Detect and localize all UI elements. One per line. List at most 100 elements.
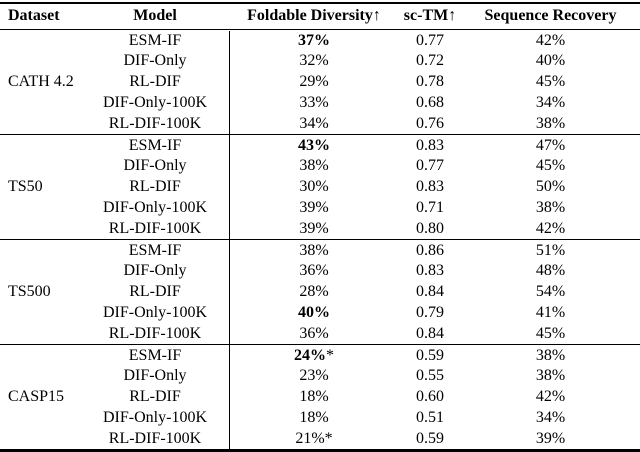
sc-tm-cell: 0.76: [416, 114, 444, 132]
sc-tm-cell: 0.83: [416, 262, 444, 280]
foldable-diversity-cell: 40%: [229, 303, 399, 324]
sc-tm-cell: 0.51: [416, 409, 444, 427]
fd-value: 37%: [298, 31, 330, 49]
model-cell: RL-DIF: [129, 283, 181, 301]
group-separator-rule: [0, 344, 640, 346]
sc-tm-cell: 0.60: [416, 388, 444, 406]
foldable-diversity-cell: 18%: [299, 388, 329, 406]
sc-tm-cell: 0.86: [416, 241, 444, 259]
model-cell: DIF-Only-100K: [103, 94, 207, 112]
foldable-diversity-cell: 38%: [299, 157, 329, 175]
sequence-recovery-cell: 54%: [535, 283, 566, 301]
sequence-recovery-cell: 39%: [535, 429, 566, 447]
sc-tm-cell: 0.55: [416, 367, 444, 385]
model-cell: RL-DIF: [129, 73, 181, 91]
foldable-diversity-cell: 23%: [299, 367, 329, 385]
sc-tm-cell: 0.79: [416, 304, 444, 322]
sequence-recovery-cell: 45%: [535, 324, 566, 342]
model-cell: ESM-IF: [128, 136, 182, 154]
model-cell: ESM-IF: [128, 31, 182, 49]
sc-tm-cell: 0.59: [416, 346, 444, 364]
sc-tm-cell: 0.71: [416, 199, 444, 217]
group-separator-rule: [0, 134, 640, 136]
column-header-sc-tm: sc-TM↑: [403, 7, 457, 25]
model-cell: RL-DIF: [129, 178, 181, 196]
sequence-recovery-cell: 50%: [535, 178, 566, 196]
sc-tm-cell: 0.77: [416, 31, 444, 49]
sequence-recovery-cell: 34%: [535, 94, 566, 112]
dataset-label: CATH 4.2: [8, 73, 74, 91]
foldable-diversity-cell: 33%: [299, 94, 329, 112]
sc-tm-cell: 0.72: [416, 52, 444, 70]
foldable-diversity-cell: 37%: [229, 30, 399, 51]
dataset-label: TS50: [8, 178, 43, 196]
foldable-diversity-cell: 21% *: [229, 428, 399, 449]
foldable-diversity-cell: 18%: [299, 409, 329, 427]
model-cell: RL-DIF-100K: [108, 324, 202, 342]
sc-tm-cell: 0.80: [416, 219, 444, 237]
model-cell: DIF-Only-100K: [103, 304, 207, 322]
sequence-recovery-cell: 38%: [535, 367, 566, 385]
fd-value: 21%: [295, 429, 325, 447]
sequence-recovery-cell: 51%: [535, 241, 566, 259]
fd-value: 40%: [298, 304, 330, 322]
foldable-diversity-cell: 32%: [299, 52, 329, 70]
model-cell: DIF-Only: [123, 157, 187, 175]
sequence-recovery-cell: 38%: [535, 114, 566, 132]
group-separator-rule: [0, 239, 640, 241]
fd-value: 43%: [298, 136, 330, 154]
column-header-dataset: Dataset: [8, 7, 60, 25]
model-metrics-divider-rule: [228, 30, 230, 450]
model-cell: DIF-Only-100K: [103, 409, 207, 427]
header-rule: [0, 28, 640, 31]
model-cell: DIF-Only-100K: [103, 199, 207, 217]
sequence-recovery-cell: 38%: [535, 346, 566, 364]
fd-asterisk: *: [324, 429, 333, 447]
foldable-diversity-cell: 36%: [299, 262, 329, 280]
foldable-diversity-cell: 39%: [299, 199, 329, 217]
sc-tm-cell: 0.77: [416, 157, 444, 175]
column-header-model: Model: [133, 7, 177, 25]
foldable-diversity-cell: 28%: [299, 283, 329, 301]
sc-tm-cell: 0.83: [416, 136, 444, 154]
column-header-foldable-diversity: Foldable Diversity↑: [247, 7, 381, 25]
model-cell: RL-DIF: [129, 388, 181, 406]
table-group-ts50: TS50 ESM-IF 43% 0.83 47% DIF-Only 38% 0.…: [0, 135, 640, 239]
model-cell: DIF-Only: [123, 262, 187, 280]
model-cell: DIF-Only: [123, 367, 187, 385]
foldable-diversity-cell: 24% *: [229, 345, 399, 366]
foldable-diversity-cell: 39%: [299, 219, 329, 237]
table-group-cath42: CATH 4.2 ESM-IF 37% 0.77 42% DIF-Only 32…: [0, 30, 640, 134]
dataset-label: CASP15: [8, 388, 65, 406]
sc-tm-cell: 0.59: [416, 429, 444, 447]
sequence-recovery-cell: 48%: [535, 262, 566, 280]
model-cell: ESM-IF: [128, 241, 182, 259]
table-group-casp15: CASP15 ESM-IF 24% * 0.59 38% DIF-Only 23%…: [0, 345, 640, 449]
sc-tm-cell: 0.83: [416, 178, 444, 196]
foldable-diversity-cell: 29%: [299, 73, 329, 91]
table-top-rule: [0, 2, 640, 5]
table-group-ts500: TS500 ESM-IF 38% 0.86 51% DIF-Only 36% 0…: [0, 240, 640, 344]
sequence-recovery-cell: 42%: [535, 31, 566, 49]
foldable-diversity-cell: 38%: [299, 241, 329, 259]
sc-tm-cell: 0.84: [416, 283, 444, 301]
model-cell: RL-DIF-100K: [108, 114, 202, 132]
foldable-diversity-cell: 36%: [299, 324, 329, 342]
fd-value: 24%: [294, 346, 326, 364]
foldable-diversity-cell: 43%: [229, 135, 399, 156]
sequence-recovery-cell: 41%: [535, 304, 566, 322]
foldable-diversity-cell: 34%: [299, 114, 329, 132]
foldable-diversity-cell: 30%: [299, 178, 329, 196]
sequence-recovery-cell: 34%: [535, 409, 566, 427]
model-cell: ESM-IF: [128, 346, 182, 364]
sequence-recovery-cell: 42%: [535, 388, 566, 406]
sequence-recovery-cell: 47%: [535, 136, 566, 154]
fd-asterisk: *: [326, 346, 334, 364]
sc-tm-cell: 0.78: [416, 73, 444, 91]
table-bottom-rule: [0, 449, 640, 452]
sc-tm-cell: 0.68: [416, 94, 444, 112]
model-cell: RL-DIF-100K: [108, 219, 202, 237]
sequence-recovery-cell: 45%: [535, 157, 566, 175]
model-cell: DIF-Only: [123, 52, 187, 70]
